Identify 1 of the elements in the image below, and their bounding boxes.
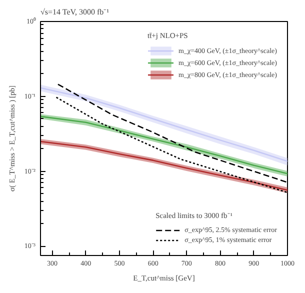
chart-title: √s=14 TeV, 3000 fb⁻¹ xyxy=(40,8,110,16)
